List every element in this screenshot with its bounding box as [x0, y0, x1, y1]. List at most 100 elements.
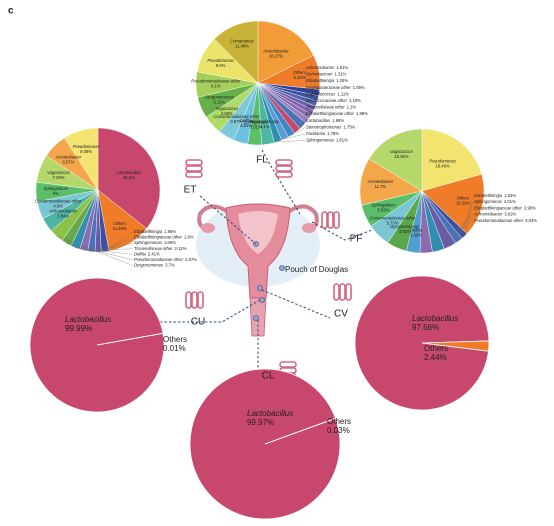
slice-value: 11.48%: [235, 44, 249, 49]
slice-label: Acinetobacter: [262, 49, 289, 54]
slice-name: Elizabethkingiaceae other: [474, 206, 523, 211]
slice-value: 3.87%: [230, 119, 242, 124]
slice-label: Elizabethkingia 1.28%: [306, 78, 348, 83]
slice-label: Elizabethkingia 1.63%: [474, 193, 516, 198]
slice-label: Others: [293, 70, 306, 75]
slice-name: Ochrobactrum: [306, 72, 333, 77]
leader-line: [66, 243, 134, 261]
slice-label: Vagococcus: [216, 106, 240, 111]
slice-label: Achromobacter: [48, 208, 78, 213]
slice-value: 4.69%: [221, 111, 233, 116]
slice-label: Achromobacter 1.51%: [305, 65, 349, 70]
slice-label: Oxalobacteraceae other 1.09%: [306, 85, 365, 90]
slice-value: 1.75%: [343, 125, 355, 130]
slice-label: Pseudomonas: [207, 58, 235, 63]
slice-label: Elizabethkingiaceae other 2.98%: [474, 206, 536, 211]
slice-value: 99.99%: [65, 324, 92, 333]
pie-slice: [189, 369, 341, 520]
slice-value: 1.78%: [327, 131, 339, 136]
slice-name: Sphingomonas: [134, 240, 163, 245]
pie-slice: [421, 128, 482, 192]
pie-slice: [97, 127, 161, 229]
slice-value: 8.33%: [294, 75, 306, 80]
slice-name: Elizabethkingiaceae other: [306, 111, 355, 116]
slice-label: Dysgonomonas 3.7%: [134, 263, 175, 268]
slice-label: Lactobacillus: [412, 314, 458, 323]
pie-title: FL: [256, 155, 268, 166]
slice-label: Comamonadaceae other: [35, 198, 82, 203]
leader-line: [304, 81, 317, 104]
leader-line: [302, 114, 306, 126]
slice-label: Others: [424, 344, 448, 353]
slice-name: Achromobacter: [473, 212, 503, 217]
slice-label: Achromobacter 3.02%: [473, 212, 517, 217]
slice-label: Pseudomonas: [73, 144, 101, 149]
slice-value: 3.7%: [165, 263, 175, 268]
leader-line: [75, 247, 134, 255]
annotation: Pouch of Douglas: [285, 265, 348, 274]
slice-value: 1.11%: [337, 92, 349, 97]
panel-label: c: [8, 6, 14, 17]
leader-line: [278, 140, 306, 142]
slice-label: Facklamia 1.78%: [306, 131, 339, 136]
slice-name: Elizabethkingia: [134, 229, 163, 234]
slice-value: 2.44%: [424, 353, 447, 362]
leader-line: [285, 133, 306, 139]
slice-label: Pseudomonadaceae other 2.67%: [134, 257, 197, 262]
pie-chart: [189, 369, 341, 520]
slice-value: 11.49%: [113, 226, 127, 231]
slice-label: Elizabethkingiaceae other 1.88%: [306, 111, 368, 116]
leader-line: [464, 195, 474, 237]
slice-value: 2.67%: [185, 257, 197, 262]
pie-slice: [96, 332, 164, 346]
slice-name: Elizabethkingia: [306, 78, 335, 83]
slice-value: 1.6%: [184, 235, 194, 240]
slice-value: 1.69%: [332, 118, 344, 123]
slice-label: Lactobacillus: [65, 315, 111, 324]
slice-value: 1.88%: [356, 111, 368, 116]
leader-line: [458, 202, 474, 241]
slice-label: Vagococcus: [47, 170, 71, 175]
slice-value: 3.36%: [410, 232, 422, 237]
slice-value: 1.86%: [164, 240, 176, 245]
slice-label: Dysgonomonas: [390, 224, 420, 229]
pie-slice: [421, 173, 485, 234]
slice-value: 15.52%: [456, 201, 470, 206]
connector-lines: [160, 149, 373, 370]
pie-chart: [29, 276, 165, 412]
pie-title: ET: [184, 185, 197, 196]
slice-label: Pseudomonadaceae other: [191, 79, 241, 84]
pie-title: CU: [191, 317, 205, 328]
slice-name: Stenotrophomonas: [306, 125, 342, 130]
slice-value: 5%: [53, 191, 59, 196]
slice-label: Sphingobium: [243, 120, 268, 125]
slice-label: Sphingobium: [44, 186, 69, 191]
slice-value: 5.11%: [213, 99, 225, 104]
slice-label: Ochrobactrum 1.31%: [306, 72, 347, 77]
slice-name: Dysgonomonas: [134, 263, 164, 268]
slice-label: Brevundimonas: [250, 119, 280, 124]
slice-label: Lactobacillus: [247, 409, 293, 418]
slice-value: 4.92%: [399, 229, 411, 234]
slice-name: Elizabethkingiaceae other: [134, 235, 183, 240]
slice-label: Staphylococcus 1.11%: [306, 92, 349, 97]
slice-label: Stenotrophomonas 1.75%: [306, 125, 356, 130]
slice-value: 35.6%: [123, 175, 135, 180]
slice-label: Vagococcus: [390, 149, 414, 154]
slice-name: Sphingomonas: [306, 138, 335, 143]
slice-value: 2.98%: [524, 206, 536, 211]
leader-line: [291, 127, 306, 136]
slice-value: 7.29%: [53, 175, 65, 180]
pie-title: PF: [350, 234, 363, 245]
slice-name: Staphylococcus: [306, 92, 336, 97]
leader-line: [304, 67, 320, 93]
pie-title: CV: [334, 309, 348, 320]
pie-chart: [359, 128, 485, 254]
slice-name: Delftia: [134, 252, 147, 257]
slice-label: Acinetobacter: [367, 179, 394, 184]
leader-line: [83, 248, 134, 251]
slice-label: Delftia: [240, 118, 253, 123]
slice-label: Others: [113, 221, 126, 226]
slice-value: 3.51%: [240, 123, 252, 128]
